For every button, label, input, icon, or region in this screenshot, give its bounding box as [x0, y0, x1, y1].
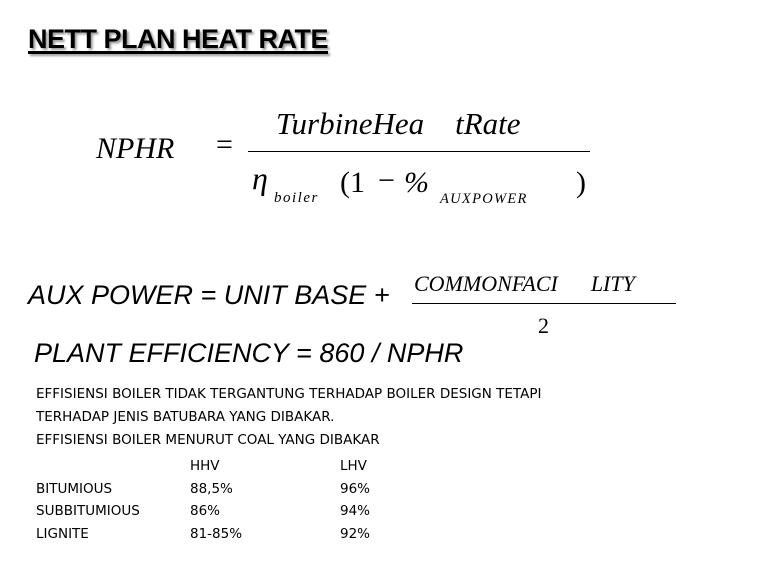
nphr-numerator: TurbineHea tRate: [276, 106, 521, 141]
table-cell-coal: LIGNITE: [36, 525, 89, 542]
table-header-lhv: LHV: [340, 458, 367, 475]
boiler-efficiency-table: HHV LHV BITUMIOUS 88,5% 96% SUBBITUMIOUS…: [36, 455, 370, 545]
nphr-fraction-bar: [248, 151, 590, 152]
table-cell-lhv: 92%: [340, 525, 371, 542]
percent-subscript: AUXPOWER: [440, 191, 528, 207]
note-line-3: EFFISIENSI BOILER MENURUT COAL YANG DIBA…: [36, 432, 380, 448]
plant-efficiency-formula: PLANT EFFICIENCY = 860 / NPHR: [34, 338, 464, 368]
table-cell-hhv: 86%: [190, 503, 221, 520]
table-cell-hhv: 88,5%: [190, 480, 233, 497]
note-line-2: TERHADAP JENIS BATUBARA YANG DIBAKAR.: [36, 409, 335, 425]
table-header-hhv: HHV: [190, 458, 220, 475]
aux-power-lhs: AUX POWER = UNIT BASE +: [28, 280, 390, 310]
paren-open: (1: [340, 166, 365, 199]
table-cell-lhv: 94%: [340, 503, 371, 520]
minus-sign: −: [378, 164, 395, 197]
note-line-1: EFFISIENSI BOILER TIDAK TERGANTUNG TERHA…: [36, 386, 542, 402]
table-cell-hhv: 81-85%: [190, 525, 243, 542]
eta-subscript: boiler: [274, 190, 319, 206]
table-cell-lhv: 96%: [340, 480, 371, 497]
aux-numerator: COMMONFACI LITY: [414, 271, 635, 296]
table-cell-coal: SUBBITUMIOUS: [36, 503, 140, 520]
page-title: NETT PLAN HEAT RATE: [28, 24, 329, 54]
table-header-cell: [36, 455, 190, 478]
table-row: BITUMIOUS 88,5% 96%: [36, 478, 370, 501]
table-cell-coal: BITUMIOUS: [36, 480, 113, 497]
table-header-row: HHV LHV: [36, 455, 370, 478]
eta-symbol: η: [252, 160, 268, 196]
table-row: SUBBITUMIOUS 86% 94%: [36, 500, 370, 523]
nphr-equals: =: [216, 128, 233, 161]
table-row: LIGNITE 81-85% 92%: [36, 523, 370, 546]
paren-close: ): [576, 166, 586, 199]
aux-fraction-bar: [412, 303, 676, 304]
nphr-lhs: NPHR: [96, 132, 175, 165]
aux-denominator: 2: [538, 313, 549, 338]
percent-sign: %: [404, 166, 429, 199]
